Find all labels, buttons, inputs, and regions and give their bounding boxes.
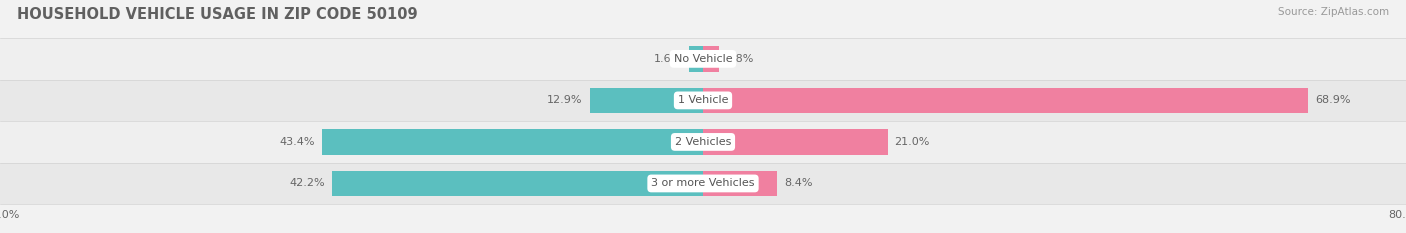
Text: 1.6%: 1.6%	[654, 54, 682, 64]
Text: 42.2%: 42.2%	[290, 178, 325, 188]
Text: No Vehicle: No Vehicle	[673, 54, 733, 64]
Text: 68.9%: 68.9%	[1316, 95, 1351, 105]
Bar	[0, 121, 1406, 163]
Text: 3 or more Vehicles: 3 or more Vehicles	[651, 178, 755, 188]
Text: 43.4%: 43.4%	[280, 137, 315, 147]
Bar	[689, 46, 703, 72]
Text: 2 Vehicles: 2 Vehicles	[675, 137, 731, 147]
Bar	[0, 38, 1406, 80]
Bar	[322, 129, 703, 155]
Bar	[703, 129, 887, 155]
Bar	[0, 163, 1406, 204]
Bar	[703, 171, 778, 196]
Text: HOUSEHOLD VEHICLE USAGE IN ZIP CODE 50109: HOUSEHOLD VEHICLE USAGE IN ZIP CODE 5010…	[17, 7, 418, 22]
Text: 1 Vehicle: 1 Vehicle	[678, 95, 728, 105]
Text: Source: ZipAtlas.com: Source: ZipAtlas.com	[1278, 7, 1389, 17]
Bar	[703, 46, 718, 72]
Text: 1.8%: 1.8%	[725, 54, 754, 64]
Bar	[0, 80, 1406, 121]
Bar	[589, 88, 703, 113]
Bar	[703, 88, 1309, 113]
Text: 21.0%: 21.0%	[894, 137, 929, 147]
Text: 8.4%: 8.4%	[785, 178, 813, 188]
Text: 12.9%: 12.9%	[547, 95, 582, 105]
Bar	[332, 171, 703, 196]
